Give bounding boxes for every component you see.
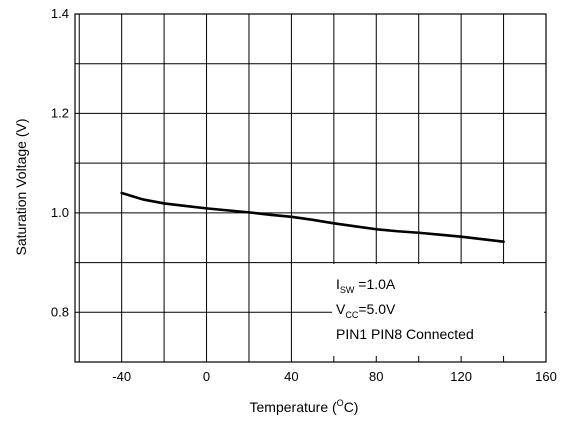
y-tick-label: 0.8 — [51, 304, 69, 319]
x-tick-label: -40 — [112, 369, 131, 384]
y-axis-title: Saturation Voltage (V) — [13, 119, 29, 256]
y-tick-label: 1.2 — [51, 105, 69, 120]
annotation-vcc: VCC=5.0V — [336, 301, 396, 320]
conditions-annotation: ISW =1.0A VCC=5.0V PIN1 PIN8 Connected — [332, 264, 544, 356]
annotation-pins: PIN1 PIN8 Connected — [336, 326, 474, 342]
x-tick-label: 80 — [369, 369, 383, 384]
x-tick-label: 120 — [450, 369, 472, 384]
annotation-isw: ISW =1.0A — [336, 276, 396, 295]
tick-labels: -40 0 40 80 120 160 0.8 1.0 1.2 1.4 — [51, 6, 557, 384]
plot-area-frame — [74, 13, 547, 363]
x-axis-title: Temperature (OC) — [250, 398, 359, 415]
annotation-background — [332, 264, 544, 356]
y-tick-label: 1.4 — [51, 6, 69, 21]
x-tick-label: 40 — [284, 369, 298, 384]
series-layer — [120, 191, 505, 243]
y-tick-label: 1.0 — [51, 205, 69, 220]
x-tick-label: 0 — [203, 369, 210, 384]
x-tick-label: 160 — [535, 369, 557, 384]
series-line — [120, 191, 505, 243]
